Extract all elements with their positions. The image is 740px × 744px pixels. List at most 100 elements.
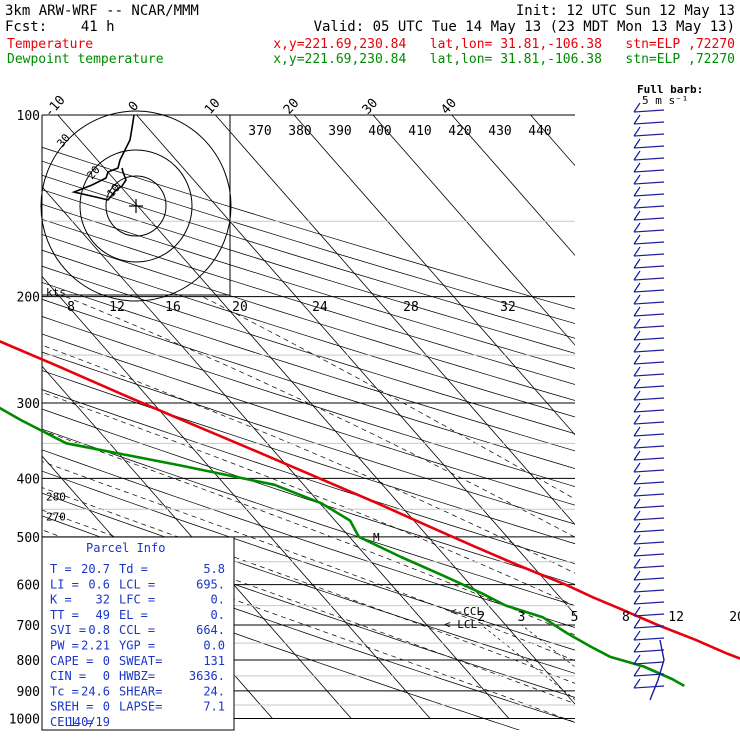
wind-barb [634, 422, 664, 424]
wind-barb [634, 386, 664, 388]
mixing-ratio-line [522, 625, 641, 719]
wind-barb [634, 338, 664, 340]
wind-barb-flag [634, 187, 640, 196]
wind-barb [634, 506, 664, 508]
wind-barb [634, 494, 664, 496]
speed-axis-label: 20 [232, 300, 248, 315]
parcel-field-label: PW = [50, 639, 79, 653]
wind-barb [634, 314, 664, 316]
wind-barb-flag [634, 343, 640, 352]
wind-barb [634, 470, 664, 472]
wind-barb [634, 278, 664, 280]
parcel-field-value: 32 [96, 593, 110, 607]
wind-barb [634, 182, 664, 184]
wind-barb [634, 578, 664, 580]
parcel-field-label: Td = [119, 562, 148, 576]
wind-barb [634, 638, 664, 640]
wind-barb [634, 542, 664, 544]
pressure-tick-label: 600 [17, 579, 40, 594]
theta-axis-label: 390 [328, 124, 351, 139]
wind-barb [634, 614, 664, 616]
parcel-field-value: 131 [203, 654, 225, 668]
wind-barb-flag [634, 175, 640, 184]
parcel-field-value: 5.8 [203, 562, 225, 576]
wind-barb [634, 446, 664, 448]
ccl-annotation: <-CCL [450, 605, 483, 618]
speed-axis-label: 12 [109, 300, 125, 315]
wind-barb [634, 254, 664, 256]
temperature-tick-label: -10 [42, 93, 69, 120]
wind-barb-flag [634, 355, 640, 364]
wind-barb [634, 374, 664, 376]
temperature-tick-label: 40 [438, 96, 460, 118]
wind-barb [634, 242, 664, 244]
wind-barb-flag [634, 163, 640, 172]
parcel-field-value: 0.8 [88, 623, 110, 637]
wind-barb-flag [634, 295, 640, 304]
parcel-field-label: Tc = [50, 684, 79, 698]
wind-barb-flag [634, 115, 640, 124]
wind-barb [634, 554, 664, 556]
parcel-field-value: 0 [103, 654, 110, 668]
wind-barb-flag [634, 631, 640, 640]
parcel-field-label: T = [50, 562, 72, 576]
theta-axis-label: 430 [488, 124, 511, 139]
wind-barb-flag [634, 223, 640, 232]
wind-barb [634, 302, 664, 304]
parcel-field-label: YGP = [119, 639, 155, 653]
hodograph-unit-label: kts [46, 286, 66, 299]
wind-barb [634, 122, 664, 124]
mixing-ratio-label: 20 [729, 610, 740, 625]
wind-barb-flag [634, 211, 640, 220]
parcel-field-value: 24. [203, 684, 225, 698]
wind-barb-flag [634, 103, 640, 112]
mixing-ratio-line [733, 625, 740, 719]
theta-axis-label: 420 [448, 124, 471, 139]
parcel-field-label: SWEAT= [119, 654, 162, 668]
wind-barb-flag [634, 403, 640, 412]
wind-barb [634, 206, 664, 208]
parcel-field-value: 0.0 [203, 639, 225, 653]
speed-axis-label: 16 [165, 300, 181, 315]
parcel-field-label: HWBZ= [119, 669, 155, 683]
theta-axis-label: 400 [368, 124, 391, 139]
parcel-field-label: LAPSE= [119, 700, 162, 714]
wind-barb-flag [634, 655, 640, 664]
pressure-tick-label: 900 [17, 685, 40, 700]
parcel-field-value: 0.6 [88, 577, 110, 591]
speed-axis-label: 32 [500, 300, 516, 315]
wind-barb [634, 290, 664, 292]
wind-barb-flag [634, 595, 640, 604]
temperature-tick-label: 30 [360, 96, 382, 118]
wind-barb [634, 362, 664, 364]
init-time: Init: 12 UTC Sun 12 May 13 [516, 3, 735, 19]
model-title: 3km ARW-WRF -- NCAR/MMM [5, 3, 199, 19]
wind-barb [634, 650, 664, 652]
wind-barb-flag [634, 571, 640, 580]
wind-barb-flag [634, 679, 640, 688]
temperature-tick-label: 10 [202, 96, 224, 118]
wind-barb-flag [634, 139, 640, 148]
wind-barb [634, 230, 664, 232]
wind-barb-flag [634, 379, 640, 388]
wind-barb [634, 518, 664, 520]
m-annotation: M [373, 531, 380, 544]
wind-barb-flag [634, 259, 640, 268]
parcel-field-label: LFC = [119, 593, 155, 607]
pressure-tick-label: 400 [17, 472, 40, 487]
wind-barb-flag [634, 451, 640, 460]
wind-barb [634, 134, 664, 136]
wind-barb-flag [634, 415, 640, 424]
parcel-field-label: K = [50, 593, 72, 607]
mixing-ratio-label: 3 [518, 610, 526, 625]
wind-barb [634, 158, 664, 160]
speed-axis-label: 28 [403, 300, 419, 315]
wind-barb-column: Full barb:5 m s⁻¹ [634, 83, 703, 700]
parcel-field-label: TT = [50, 608, 79, 622]
pressure-tick-label: 700 [17, 619, 40, 634]
parcel-field-value: 664. [196, 623, 225, 637]
wind-barb-flag [634, 391, 640, 400]
theta-axis-label: 410 [408, 124, 431, 139]
hodograph-ring-label: 30 [54, 131, 72, 150]
parcel-field-value: 3636. [189, 669, 225, 683]
